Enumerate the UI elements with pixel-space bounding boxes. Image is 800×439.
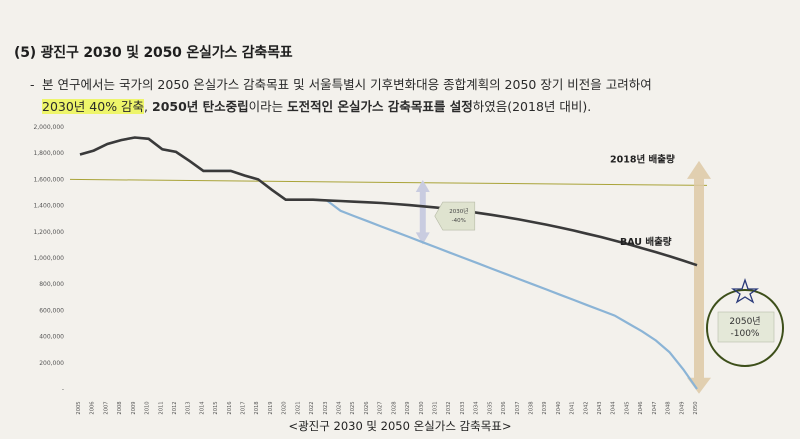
bau-series-line [79,136,698,267]
x-tick-label: 2033 [460,401,466,414]
x-tick-label: 2029 [405,401,411,414]
annotation-2050-year: 2050년 [729,316,760,327]
tag-2030-icon [434,201,476,231]
y-axis-ticks: - 200,000 400,000 600,000 800,000 1,000,000 1,… [33,124,64,393]
x-tick-label: 2031 [432,401,438,414]
paragraph-text-1: 본 연구에서는 국가의 2050 온실가스 감축목표 및 서울특별시 기후변화대… [42,77,652,92]
x-tick-label: 2022 [309,401,315,414]
x-tick-label: 2038 [528,401,534,414]
x-tick-label: 2034 [474,401,480,415]
y-tick-label: - [62,386,64,393]
annotation-2030-year: 2030년 [449,207,468,215]
x-tick-label: 2041 [570,401,576,414]
x-tick-label: 2028 [391,401,397,414]
arrow-2030-icon [415,179,430,245]
y-tick-label: 200,000 [39,360,64,367]
x-tick-label: 2040 [556,401,562,414]
y-tick-label: 1,200,000 [33,229,64,236]
x-tick-label: 2008 [117,401,123,414]
x-tick-label: 2036 [501,401,507,414]
hand-circle-icon [706,289,784,367]
paragraph-connector: 이라는 [248,99,288,114]
annotation-2050-percent: -100% [731,329,760,339]
box-2050-icon [717,311,775,343]
arrow-2050-icon [687,160,711,394]
x-tick-label: 2024 [337,401,343,415]
annotation-2030-percent: -40% [452,218,466,224]
x-tick-label: 2006 [90,401,96,414]
y-tick-label: 1,400,000 [33,203,64,210]
x-tick-label: 2048 [666,401,672,414]
x-tick-label: 2012 [172,401,178,414]
x-tick-label: 2046 [638,401,644,414]
chart-caption: <광진구 2030 및 2050 온실가스 감축목표> [288,419,512,433]
x-tick-label: 2017 [241,401,247,414]
x-tick-label: 2037 [515,401,521,414]
y-tick-label: 1,800,000 [33,150,64,157]
x-tick-label: 2047 [652,401,658,414]
x-tick-label: 2045 [624,401,630,414]
reference-label: 2018년 배출량 [610,153,675,165]
y-tick-label: 1,000,000 [33,255,64,262]
hand-star-icon [730,277,760,304]
y-tick-label: 600,000 [39,307,64,314]
x-tick-label: 2050 [693,401,699,414]
paragraph-ending: 하였음(2018년 대비). [472,99,592,114]
bullet-dash: - [30,77,35,92]
y-tick-label: 1,600,000 [33,176,64,183]
reference-line [69,178,708,186]
x-tick-label: 2035 [487,401,493,414]
x-tick-label: 2010 [145,401,151,414]
y-tick-label: 800,000 [39,281,64,288]
x-tick-label: 2007 [103,401,109,414]
x-tick-label: 2027 [378,401,384,414]
paragraph-sep: , [144,99,152,114]
x-tick-label: 2013 [186,401,192,414]
x-tick-label: 2042 [583,401,589,414]
x-tick-label: 2015 [213,401,219,414]
annotation-2050: 2050년 -100% [706,277,784,367]
highlight-2030-target: 2030년 40% 감축 [42,99,145,114]
x-tick-label: 2005 [76,401,82,414]
x-tick-label: 2026 [364,401,370,414]
y-tick-label: 400,000 [39,334,64,341]
x-tick-label: 2011 [158,401,164,414]
paragraph-line-1: -본 연구에서는 국가의 2050 온실가스 감축목표 및 서울특별시 기후변화… [30,74,790,96]
x-tick-label: 2019 [268,401,274,414]
bold-2050-target: 2050년 탄소중립 [152,99,249,114]
x-tick-label: 2020 [282,401,288,414]
bau-series-label: BAU 배출량 [620,236,672,248]
x-tick-label: 2049 [679,401,685,414]
x-tick-label: 2039 [542,401,548,414]
x-tick-label: 2030 [419,401,425,414]
x-tick-label: 2032 [446,401,452,414]
description-paragraph: -본 연구에서는 국가의 2050 온실가스 감축목표 및 서울특별시 기후변화… [30,74,790,118]
x-tick-label: 2009 [131,401,137,414]
y-tick-label: 2,000,000 [33,124,64,131]
x-tick-label: 2014 [199,401,205,415]
target-series-line [79,136,698,390]
x-axis-ticks: 2005 2006 2007 2008 2009 2010 2011 2012 2013 2014… [76,401,699,415]
x-tick-label: 2018 [254,401,260,414]
x-tick-label: 2023 [323,401,329,414]
x-tick-label: 2025 [350,401,356,414]
x-tick-label: 2016 [227,401,233,414]
x-tick-label: 2021 [295,401,301,414]
paragraph-line-2: 2030년 40% 감축, 2050년 탄소중립이라는 도전적인 온실가스 감축… [30,96,790,118]
x-tick-label: 2044 [611,401,617,415]
bold-target-statement: 도전적인 온실가스 감축목표를 설정 [287,99,473,114]
annotation-2030: 2030년 -40% [434,201,476,231]
section-heading: (5) 광진구 2030 및 2050 온실가스 감축목표 [14,45,293,61]
x-tick-label: 2043 [597,401,603,414]
